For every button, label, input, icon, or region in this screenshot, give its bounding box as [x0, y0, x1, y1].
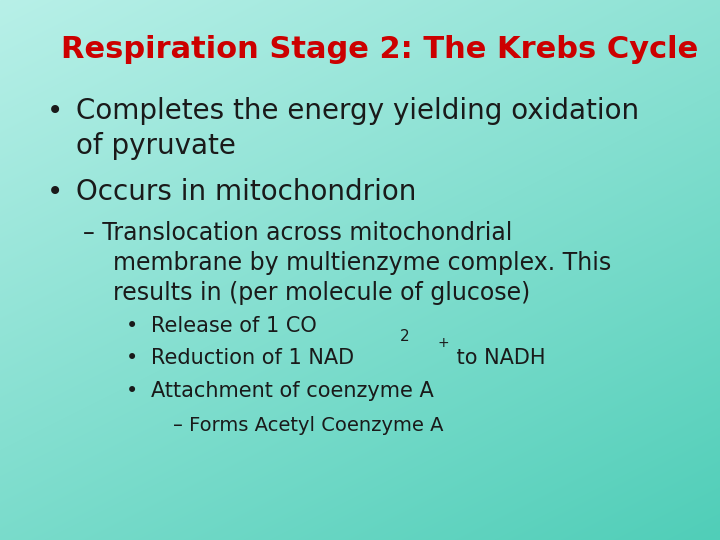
Text: Completes the energy yielding oxidation: Completes the energy yielding oxidation [76, 97, 639, 125]
Text: to NADH: to NADH [450, 348, 546, 368]
Text: of pyruvate: of pyruvate [76, 132, 235, 160]
Text: +: + [438, 336, 449, 350]
Text: Occurs in mitochondrion: Occurs in mitochondrion [76, 178, 416, 206]
Text: 2: 2 [400, 329, 409, 345]
Text: •: • [47, 97, 63, 125]
Text: •: • [126, 381, 138, 401]
Text: Respiration Stage 2: The Krebs Cycle: Respiration Stage 2: The Krebs Cycle [61, 35, 698, 64]
Text: results in (per molecule of glucose): results in (per molecule of glucose) [83, 281, 530, 305]
Text: •: • [47, 178, 63, 206]
Text: – Forms Acetyl Coenzyme A: – Forms Acetyl Coenzyme A [173, 416, 444, 435]
Text: Attachment of coenzyme A: Attachment of coenzyme A [151, 381, 434, 401]
Text: Reduction of 1 NAD: Reduction of 1 NAD [151, 348, 354, 368]
Text: membrane by multienzyme complex. This: membrane by multienzyme complex. This [83, 251, 611, 275]
Text: – Translocation across mitochondrial: – Translocation across mitochondrial [83, 221, 512, 245]
Text: •: • [126, 348, 138, 368]
Text: Release of 1 CO: Release of 1 CO [151, 316, 317, 336]
Text: •: • [126, 316, 138, 336]
